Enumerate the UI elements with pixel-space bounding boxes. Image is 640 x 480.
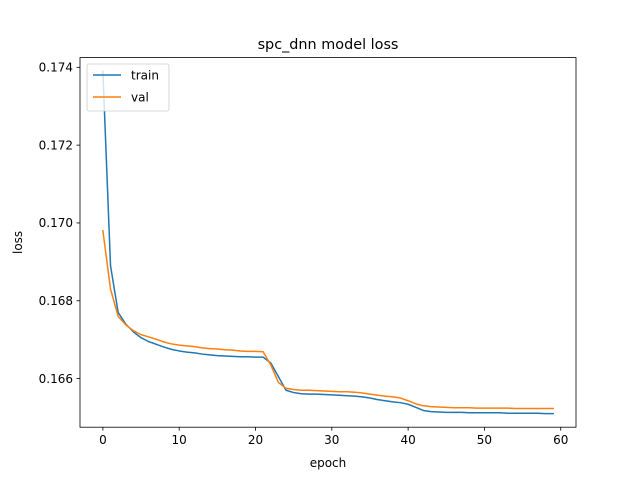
x-tick-label: 30 [324, 433, 339, 447]
legend: train val [86, 63, 170, 112]
x-tick-label: 0 [99, 433, 107, 447]
y-tick-label: 0.174 [39, 61, 73, 75]
y-tick-label: 0.170 [39, 216, 73, 230]
x-tick-label: 40 [400, 433, 415, 447]
x-tick-label: 20 [248, 433, 263, 447]
series-line-val [102, 229, 554, 410]
x-tick-label: 10 [172, 433, 187, 447]
y-tick-label: 0.166 [39, 372, 73, 386]
y-tick-label: 0.168 [39, 294, 73, 308]
x-axis: 0 10 20 30 40 50 60 [99, 427, 568, 447]
x-axis-label: epoch [310, 456, 347, 470]
y-axis-label: loss [11, 231, 25, 254]
y-tick-label: 0.172 [39, 138, 73, 152]
x-tick-label: 50 [477, 433, 492, 447]
legend-label-val: val [131, 91, 149, 105]
legend-label-train: train [131, 69, 159, 83]
plot-frame [79, 57, 577, 428]
series-line-train [102, 70, 554, 415]
y-axis: 0.166 0.168 0.170 0.172 0.174 [39, 61, 80, 386]
series-layer [102, 70, 554, 415]
chart-title: spc_dnn model loss [258, 37, 399, 53]
x-tick-label: 60 [553, 433, 568, 447]
